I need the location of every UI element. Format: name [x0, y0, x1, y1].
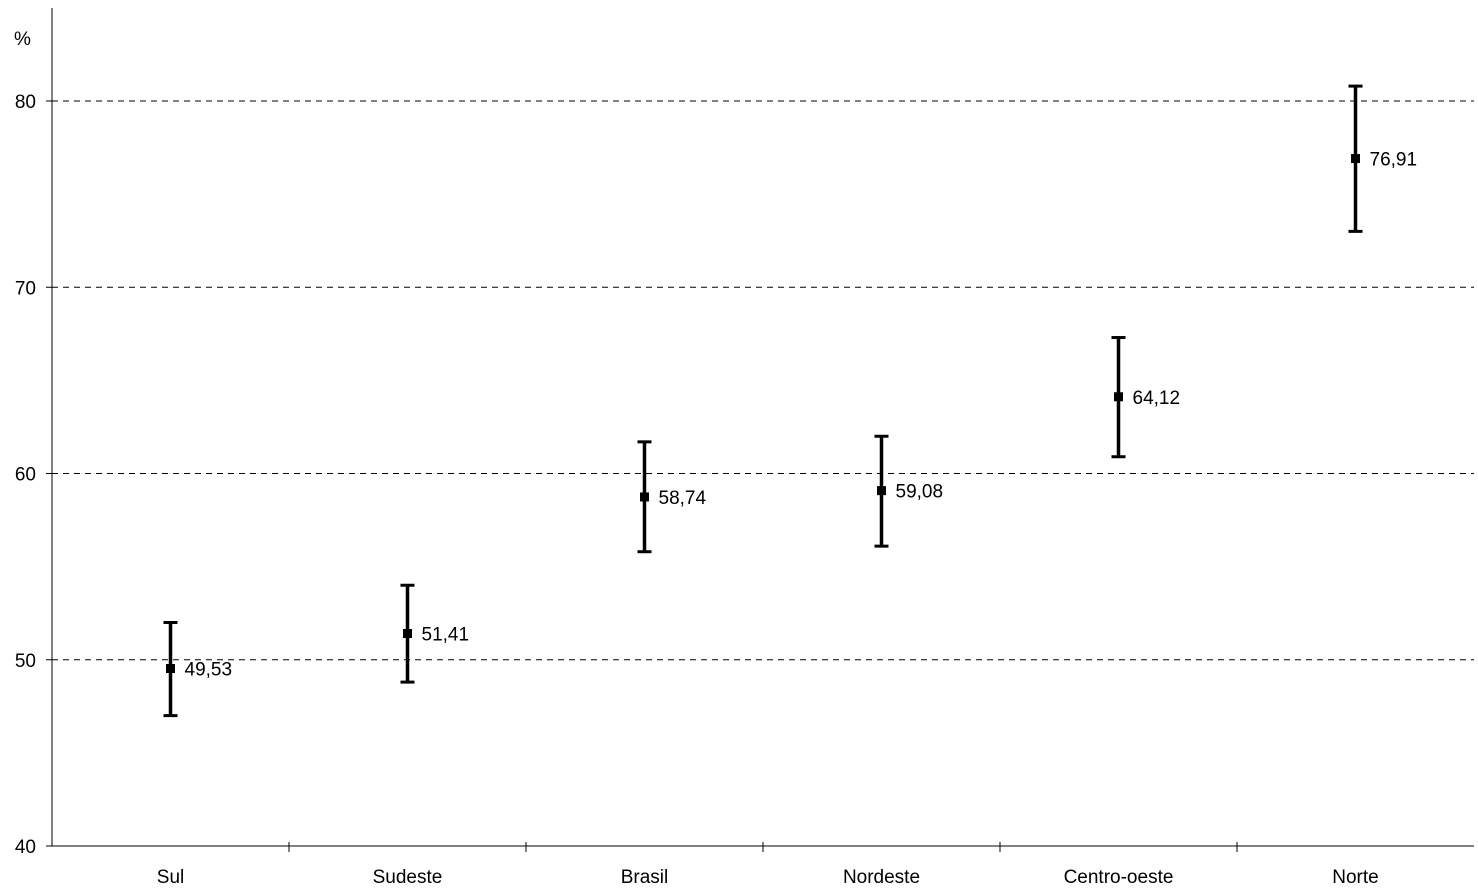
y-tick-label-50: 50 — [15, 651, 36, 672]
x-tick-label-brasil: Brasil — [621, 867, 669, 888]
data-point-nordeste — [877, 486, 886, 496]
x-tick-label-sudeste: Sudeste — [373, 867, 443, 888]
data-point-brasil — [640, 492, 649, 502]
data-label-norte: 76,91 — [1370, 150, 1418, 171]
data-label-sudeste: 51,41 — [422, 624, 470, 645]
data-point-sul — [166, 664, 175, 674]
data-point-centro-oeste — [1114, 392, 1123, 402]
data-label-sul: 49,53 — [185, 660, 233, 681]
x-tick-label-sul: Sul — [157, 867, 184, 888]
data-label-centro-oeste: 64,12 — [1133, 388, 1181, 409]
data-label-brasil: 58,74 — [659, 488, 707, 509]
y-tick-label-70: 70 — [15, 278, 36, 299]
marks-layer: 49,53 51,41 58,74 59,08 64,12 76,91 — [163, 84, 1418, 718]
data-point-norte — [1351, 154, 1360, 164]
data-label-nordeste: 59,08 — [896, 482, 944, 503]
grid-layer — [52, 100, 1474, 661]
y-axis-unit-label: % — [14, 29, 31, 50]
data-point-sudeste — [403, 628, 412, 638]
y-tick-label-60: 60 — [15, 465, 36, 486]
y-tick-label-80: 80 — [15, 92, 36, 113]
axis-layer: 40 50 60 70 80 Sul Sudeste Brasil Nordeste Centro… — [15, 8, 1474, 888]
x-tick-label-centro-oeste: Centro-oeste — [1064, 867, 1174, 888]
x-tick-label-norte: Norte — [1332, 867, 1378, 888]
x-tick-label-nordeste: Nordeste — [843, 867, 920, 888]
y-tick-label-40: 40 — [15, 837, 36, 858]
